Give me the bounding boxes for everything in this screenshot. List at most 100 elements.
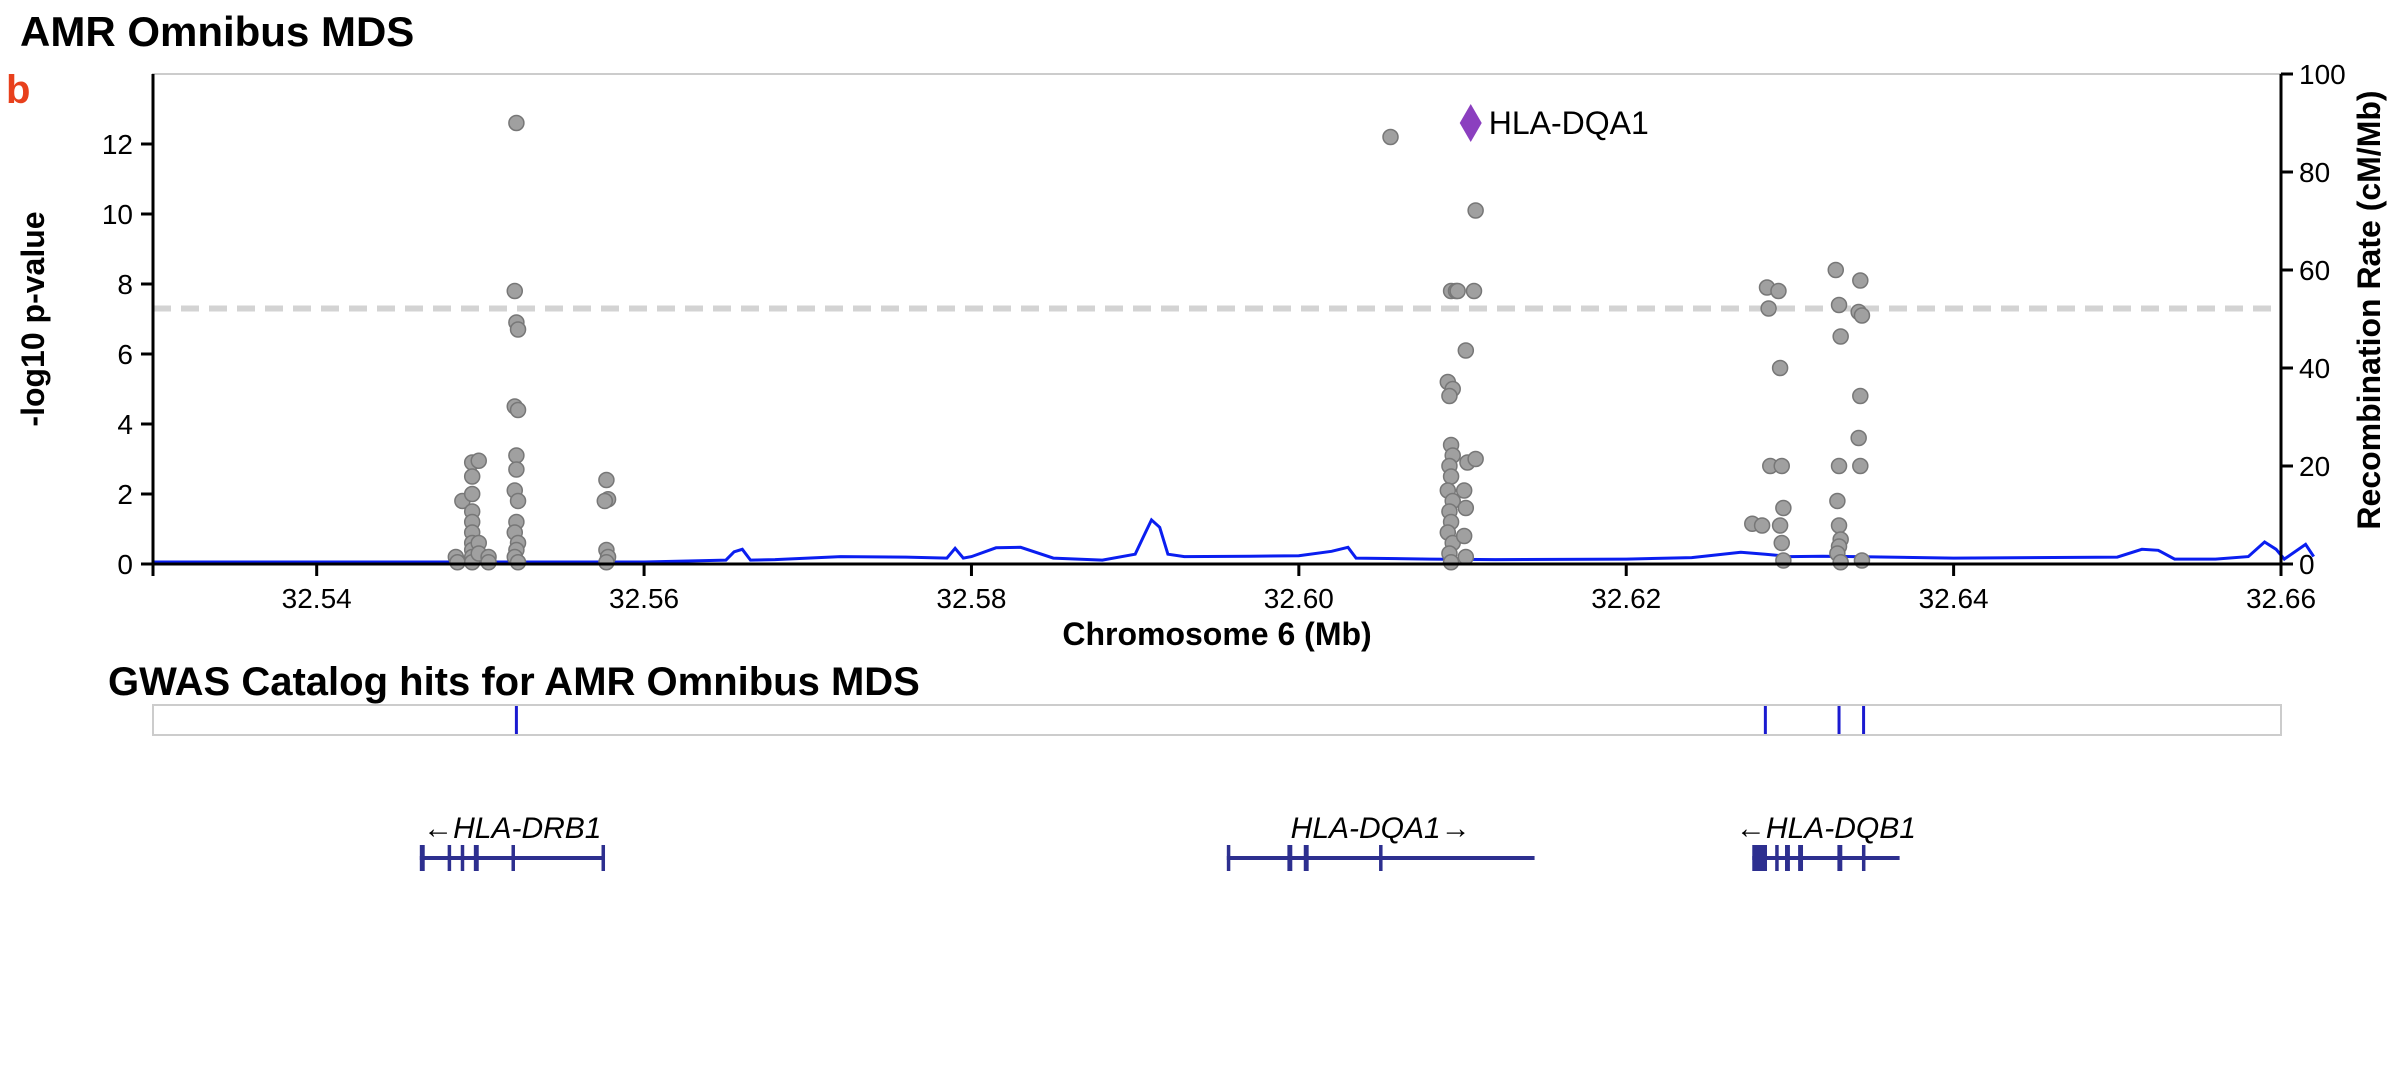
x-tick-label: 32.60 bbox=[1264, 583, 1334, 614]
gene-exon bbox=[473, 845, 479, 871]
variant-point bbox=[480, 554, 497, 571]
lead-variant-layer: HLA-DQA1 bbox=[1459, 104, 1649, 142]
variant-point bbox=[1467, 450, 1484, 468]
lead-variant-marker bbox=[1459, 104, 1482, 142]
variant-point bbox=[470, 452, 487, 469]
variant-point bbox=[1829, 492, 1846, 510]
variant-point bbox=[1830, 296, 1848, 314]
gwas-title: GWAS Catalog hits for AMR Omnibus MDS bbox=[108, 660, 920, 704]
variant-point bbox=[1753, 517, 1771, 534]
axes: 32.54 32.56 32.58 32.60 32.62 32.64 32.6602468… bbox=[102, 59, 2346, 614]
gene-label: HLA-DQA1→ bbox=[1291, 812, 1471, 845]
y2-tick-label: 20 bbox=[2299, 451, 2330, 482]
variant-point bbox=[1775, 552, 1792, 569]
variant-point bbox=[1441, 387, 1458, 405]
y-tick-label: 8 bbox=[117, 269, 133, 300]
association-plot: HLA-DQA1 32.54 32.56 32.58 32.60 32.62 32.64 3… bbox=[15, 59, 2387, 652]
variant-point bbox=[598, 471, 615, 489]
gene-exon bbox=[1785, 845, 1790, 871]
gene-exon bbox=[1379, 845, 1383, 871]
y-tick-label: 6 bbox=[117, 339, 133, 370]
variant-point bbox=[1853, 552, 1871, 569]
variant-point bbox=[449, 554, 466, 571]
page-title: AMR Omnibus MDS bbox=[20, 8, 414, 55]
variant-point bbox=[506, 282, 524, 300]
variant-point bbox=[1457, 548, 1475, 566]
x-tick-label: 32.62 bbox=[1591, 583, 1661, 614]
x-tick-label: 32.54 bbox=[282, 583, 352, 614]
y-tick-label: 12 bbox=[102, 129, 133, 160]
y2-tick-label: 80 bbox=[2299, 157, 2330, 188]
variant-point bbox=[1771, 517, 1789, 534]
y2-tick-label: 100 bbox=[2299, 59, 2346, 90]
gene-exon bbox=[1287, 845, 1293, 871]
variant-point bbox=[598, 554, 615, 571]
gene-hla-drb1: ←HLA-DRB1 bbox=[419, 812, 606, 871]
gene-exon bbox=[1798, 845, 1804, 871]
variant-point bbox=[1830, 517, 1848, 534]
gwas-track-frame bbox=[152, 704, 2282, 736]
gene-exon bbox=[511, 845, 515, 871]
gwas-hits bbox=[514, 706, 1866, 734]
recombination-rate-line bbox=[153, 517, 2315, 564]
variant-point bbox=[1773, 534, 1790, 552]
gene-exon bbox=[419, 845, 425, 871]
variant-point bbox=[509, 321, 527, 338]
variant-point bbox=[1853, 307, 1871, 324]
variant-point bbox=[1832, 554, 1849, 571]
variant-point bbox=[1465, 282, 1483, 300]
variant-point bbox=[508, 461, 525, 478]
x-tick-label: 32.56 bbox=[609, 583, 679, 614]
variant-point bbox=[1852, 272, 1869, 289]
gene-exon bbox=[1303, 845, 1309, 871]
variant-point bbox=[509, 554, 527, 571]
variant-point bbox=[1455, 527, 1473, 545]
lead-variant-label: HLA-DQA1 bbox=[1489, 105, 1649, 141]
y-axis-label: -log10 p-value bbox=[15, 211, 51, 426]
variant-point bbox=[1442, 468, 1460, 485]
x-axis-label: Chromosome 6 (Mb) bbox=[1062, 616, 1371, 652]
gene-hla-dqb1: ←HLA-DQB1 bbox=[1736, 812, 1916, 871]
gene-hla-dqa1: HLA-DQA1→ bbox=[1226, 812, 1535, 871]
gene-label: ←HLA-DRB1 bbox=[423, 812, 601, 845]
variant-point bbox=[1850, 429, 1867, 447]
gene-exon bbox=[601, 845, 606, 871]
variant-point bbox=[1457, 499, 1475, 517]
x-tick-label: 32.64 bbox=[1919, 583, 1989, 614]
gwas-catalog-panel: GWAS Catalog hits for AMR Omnibus MDS bbox=[108, 660, 2282, 736]
variant-point bbox=[508, 114, 525, 132]
variant-point bbox=[463, 468, 481, 485]
gene-exon bbox=[1752, 845, 1768, 871]
variant-point bbox=[509, 492, 527, 510]
variant-point bbox=[508, 447, 525, 464]
variant-point bbox=[1852, 457, 1869, 475]
variant-point bbox=[1771, 359, 1789, 377]
variant-point bbox=[1830, 457, 1848, 475]
variant-point bbox=[1770, 282, 1787, 300]
y2-tick-label: 0 bbox=[2299, 549, 2315, 580]
recombination-layer bbox=[153, 517, 2315, 564]
variant-point bbox=[1442, 554, 1460, 571]
variant-point bbox=[1832, 328, 1849, 345]
variant-point bbox=[1455, 482, 1473, 499]
panel-letter: b bbox=[6, 68, 30, 112]
y2-tick-label: 60 bbox=[2299, 255, 2330, 286]
gene-track: ←HLA-DRB1 HLA-DQA1→ ←HLA-DQB1 bbox=[419, 812, 1916, 871]
x-tick-label: 32.58 bbox=[936, 583, 1006, 614]
variant-point bbox=[596, 492, 614, 510]
gene-exon bbox=[1861, 845, 1866, 871]
x-tick-label: 32.66 bbox=[2246, 583, 2316, 614]
gene-exon bbox=[1837, 845, 1843, 871]
variant-point bbox=[1773, 457, 1790, 475]
variant-point bbox=[463, 485, 481, 503]
y-tick-label: 2 bbox=[117, 479, 133, 510]
gene-exon bbox=[447, 845, 452, 871]
variant-point bbox=[1382, 128, 1399, 146]
gene-exon bbox=[1226, 845, 1231, 871]
variant-point bbox=[1449, 282, 1466, 300]
variant-point bbox=[1467, 202, 1484, 219]
y2-axis-label: Recombination Rate (cM/Mb) bbox=[2351, 90, 2387, 529]
variant-point bbox=[1760, 300, 1777, 317]
y-tick-label: 0 bbox=[117, 549, 133, 580]
